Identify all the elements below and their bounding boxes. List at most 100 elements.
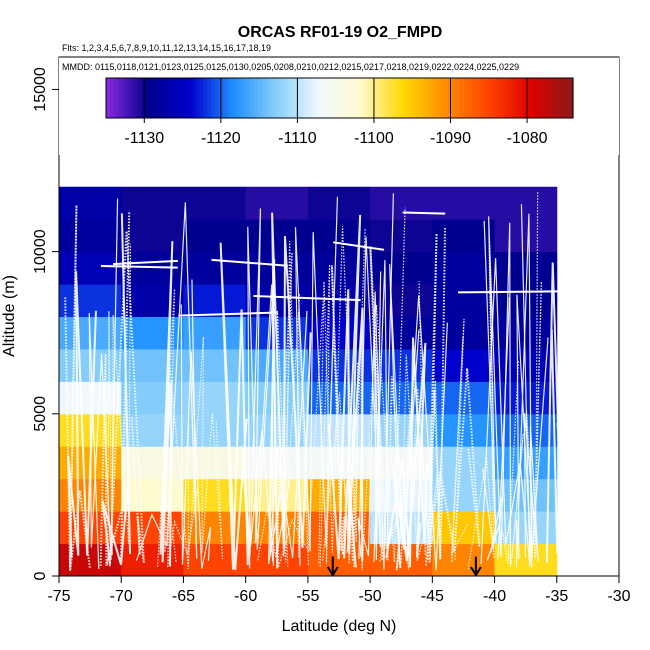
colorbar-segment: [331, 78, 337, 118]
x-tick-label: -70: [110, 588, 133, 605]
colorbar-segment: [405, 78, 411, 118]
heatmap-cell: [432, 251, 496, 285]
colorbar-segment: [339, 78, 344, 118]
flight-track: [327, 214, 362, 560]
flight-track: [379, 388, 444, 570]
flight-track: [545, 262, 570, 563]
flight-track: [159, 241, 174, 567]
x-tick-label: -50: [359, 588, 382, 605]
colorbar-tick-label: -1110: [278, 130, 317, 147]
heatmap-cell: [245, 219, 309, 253]
heatmap-cell: [121, 543, 184, 577]
flight-track: [112, 259, 178, 266]
flight-track: [219, 242, 249, 570]
colorbar-segment: [191, 78, 197, 118]
colorbar-segment: [374, 78, 380, 118]
colorbar-frame: [105, 77, 574, 119]
colorbar-segment: [257, 78, 263, 118]
heatmap-cell: [494, 219, 558, 253]
heatmap-cell: [494, 251, 558, 285]
colorbar-segment: [300, 78, 306, 118]
flight-track: [100, 264, 178, 269]
colorbar-segment: [164, 78, 169, 118]
flight-track: [276, 299, 324, 568]
x-axis: -75 -70 -65 -60 -55 -50 -45 -40 -35 -30: [47, 576, 631, 605]
colorbar-segment: [495, 78, 500, 118]
heatmap-cell: [370, 219, 433, 253]
heatmap-cell: [245, 251, 309, 285]
flight-track: [480, 204, 531, 567]
colorbar-segment: [172, 78, 177, 118]
colorbar-segment: [487, 78, 492, 118]
flight-track: [556, 341, 571, 570]
heatmap-cell: [183, 316, 247, 350]
flight-track: [249, 208, 293, 557]
flight-tracks: [64, 191, 571, 571]
flight-track: [211, 258, 288, 267]
colorbar-segment: [288, 78, 294, 118]
y-tick-label: 5000: [32, 396, 49, 432]
flight-track: [557, 212, 570, 565]
flight-track: [107, 243, 132, 565]
colorbar-segment: [203, 78, 208, 118]
colorbar-segment: [464, 78, 469, 118]
colorbar-segment: [429, 78, 434, 118]
colorbar-segment: [144, 78, 150, 118]
colorbar-segment: [176, 78, 181, 118]
colorbar-segment: [479, 78, 485, 118]
x-tick-label: -55: [296, 588, 319, 605]
colorbar-segment: [491, 78, 496, 118]
flight-track: [269, 310, 308, 566]
flight-track: [101, 213, 132, 565]
colorbar-segment: [113, 78, 119, 118]
colorbar-segment: [569, 78, 574, 118]
colorbar-tick-label: -1100: [354, 130, 394, 147]
flight-track: [318, 226, 359, 564]
colorbar-segment: [565, 78, 570, 118]
heatmap-cell: [183, 219, 247, 253]
colorbar-segment: [502, 78, 508, 118]
colorbar-segment: [296, 78, 302, 118]
colorbar-segment: [440, 78, 446, 118]
colorbar-segment: [249, 78, 255, 118]
heatmap-cell: [432, 446, 496, 480]
heatmap-cell: [59, 186, 122, 220]
heatmap-cell: [307, 251, 371, 285]
flight-track: [386, 376, 432, 561]
flight-track: [515, 213, 533, 568]
x-tick-label: -35: [545, 588, 568, 605]
colorbar-segment: [506, 78, 512, 118]
colorbar-segment: [397, 78, 403, 118]
colorbar-segment: [246, 78, 251, 118]
colorbar-segment: [471, 78, 477, 118]
x-tick-label: -45: [421, 588, 444, 605]
colorbar-segment: [510, 78, 516, 118]
colorbar-segment: [452, 78, 457, 118]
heatmap-cell: [370, 543, 433, 577]
colorbar-segment: [277, 78, 282, 118]
heatmap-cell: [183, 186, 247, 220]
colorbar-segment: [214, 78, 220, 118]
flight-track: [402, 211, 446, 215]
flight-track: [483, 216, 512, 567]
colorbar: [105, 77, 574, 119]
colorbar-segment: [386, 78, 391, 118]
flight-track: [486, 297, 511, 561]
flight-track: [108, 231, 145, 567]
heatmap-cell: [59, 219, 122, 253]
heatmap-cell: [307, 186, 371, 220]
flight-track: [458, 290, 570, 294]
colorbar-segment: [195, 78, 200, 118]
chart-subtitle-flights: Flts: 1,2,3,4,5,6,7,8,9,10,11,12,13,14,1…: [62, 43, 271, 53]
colorbar-segment: [230, 78, 236, 118]
flight-track: [392, 342, 427, 569]
flight-track: [369, 246, 416, 571]
colorbar-segment: [141, 78, 146, 118]
colorbar-segment: [234, 78, 239, 118]
colorbar-segment: [109, 78, 115, 118]
colorbar-segment: [327, 78, 333, 118]
heatmap-cell: [432, 186, 496, 220]
colorbar-segment: [413, 78, 418, 118]
heatmap-cell: [370, 186, 433, 220]
